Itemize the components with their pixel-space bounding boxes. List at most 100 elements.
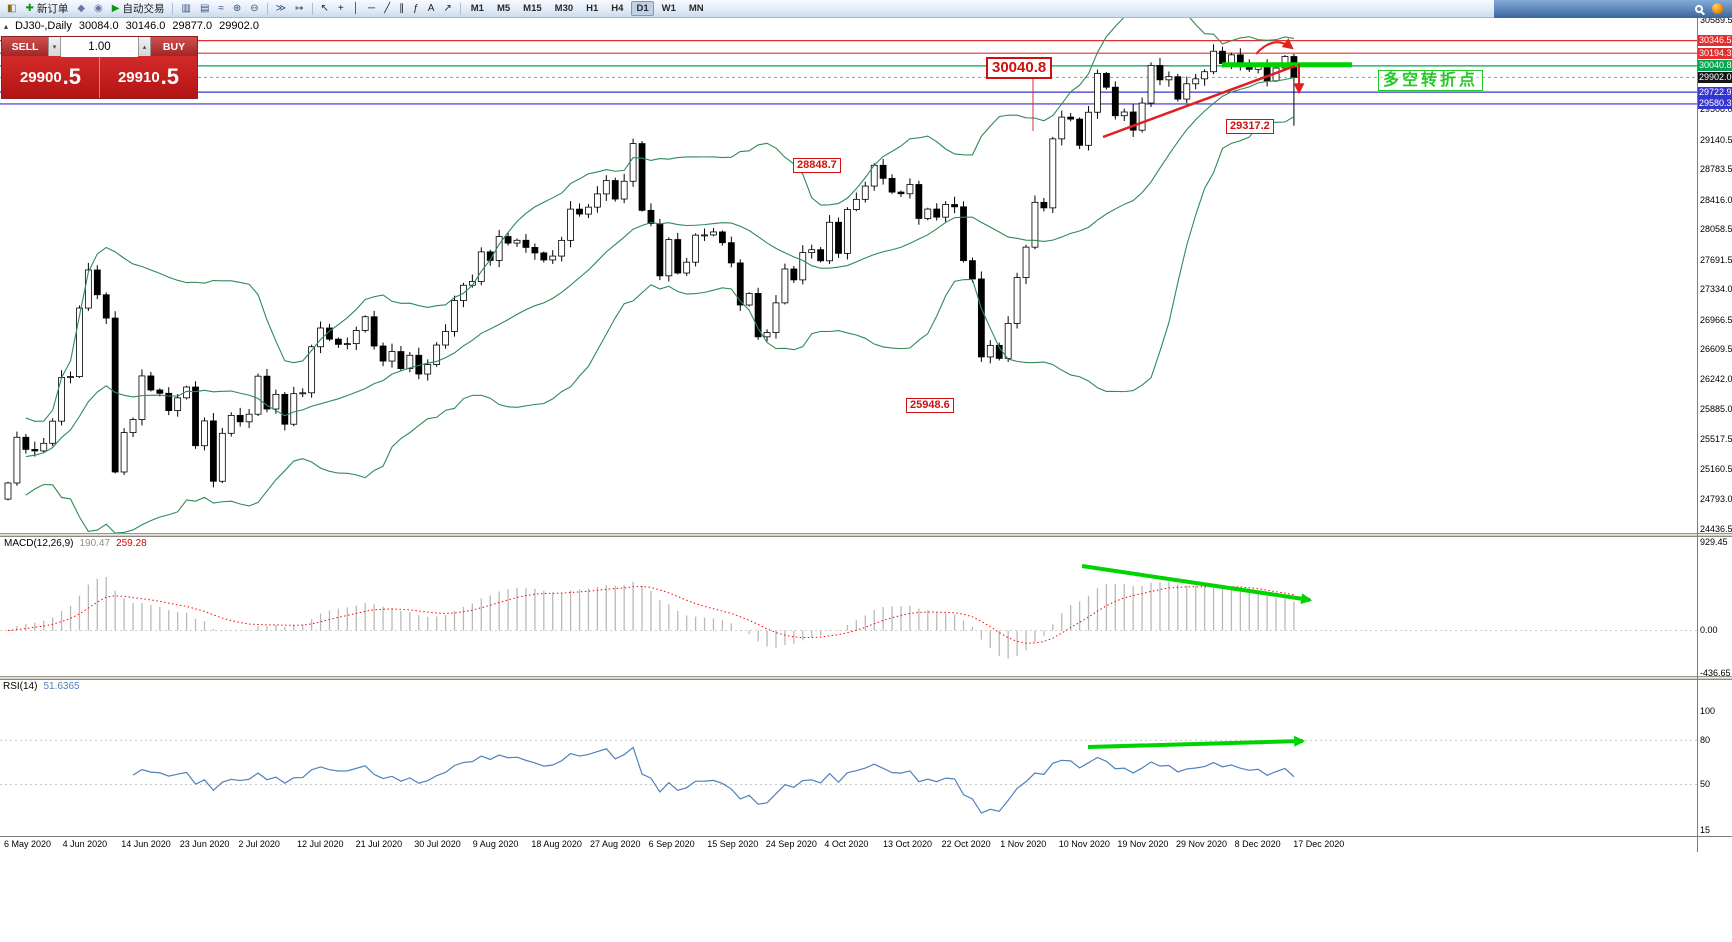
candle <box>442 331 449 346</box>
line-chart-icon[interactable]: ≈ <box>214 1 228 17</box>
candle <box>31 449 39 452</box>
timeframe-m30[interactable]: M30 <box>554 3 574 14</box>
candle <box>1085 111 1092 146</box>
chart-icon[interactable]: ◧ <box>3 1 20 17</box>
timeframe-h4[interactable]: H4 <box>611 3 624 14</box>
candle <box>736 262 744 306</box>
horizontal-line-icon: ─ <box>368 2 376 14</box>
candle <box>433 344 441 365</box>
timeframe-m15[interactable]: M15 <box>523 3 542 14</box>
time-axis-label: 23 Jun 2020 <box>179 839 230 849</box>
candle <box>977 278 985 358</box>
timeframe-m1[interactable]: M1 <box>470 3 484 14</box>
zoom-out-icon[interactable]: ⊖ <box>246 1 262 17</box>
panel-separator[interactable] <box>0 533 1732 537</box>
rsi-trend-arrow[interactable] <box>1087 735 1306 749</box>
candle-chart-icon[interactable]: ▤ <box>196 1 213 17</box>
candle <box>558 239 566 257</box>
price-callout[interactable]: 29317.2 <box>1226 119 1274 134</box>
timeframe-m5[interactable]: M5 <box>496 3 511 14</box>
horizontal-level-lines <box>0 40 1697 105</box>
trendline-icon[interactable]: ╱ <box>380 1 394 17</box>
candle <box>209 420 217 482</box>
time-axis-label: 1 Nov 2020 <box>1000 839 1047 849</box>
timeframe-mn[interactable]: MN <box>688 3 704 14</box>
timeframe-d1[interactable]: D1 <box>631 1 654 16</box>
candle <box>201 420 208 447</box>
autotrading-button[interactable]: ▶ 自动交易 <box>108 1 169 17</box>
candle <box>299 392 307 395</box>
crosshair-icon[interactable]: + <box>334 1 348 17</box>
vertical-line-icon[interactable]: │ <box>349 1 363 17</box>
volume-down-button[interactable]: ▾ <box>48 37 61 56</box>
candle <box>245 413 253 423</box>
candle <box>852 198 860 210</box>
time-axis-label: 12 Jul 2020 <box>297 839 344 849</box>
notifications-icon[interactable] <box>1712 3 1723 14</box>
panel-separator[interactable] <box>0 676 1732 680</box>
metaeditor-icon: ◆ <box>77 2 86 14</box>
candle <box>67 376 74 378</box>
candle <box>308 346 316 394</box>
candle <box>1192 78 1200 85</box>
metaeditor-icon[interactable]: ◆ <box>73 1 89 17</box>
volume-input[interactable] <box>61 37 138 57</box>
macd-scale-label: 929.45 <box>1700 537 1728 547</box>
auto-scroll-icon[interactable]: ≫ <box>272 1 290 17</box>
horizontal-line-icon[interactable]: ─ <box>364 1 379 17</box>
toolbar-separator <box>266 2 268 15</box>
zoom-in-icon[interactable]: ⊕ <box>229 1 245 17</box>
macd-trend-arrow[interactable] <box>1081 564 1313 605</box>
sell-button[interactable]: SELL <box>2 37 48 56</box>
sell-price-main: 29900 <box>19 68 62 86</box>
chart-title: ▴ DJ30-,Daily 30084.0 30146.0 29877.0 29… <box>4 20 259 32</box>
candle <box>1013 277 1021 324</box>
trendline-icon: ╱ <box>384 2 391 14</box>
candle <box>781 268 789 304</box>
candle <box>1147 65 1155 104</box>
search-icon[interactable] <box>1695 4 1703 13</box>
volume-up-button[interactable]: ▴ <box>138 37 151 56</box>
candle <box>522 239 530 248</box>
new-order-button[interactable]: ✚ 新订单 <box>21 1 72 17</box>
candles-layer <box>4 44 1298 501</box>
experts-icon[interactable]: ◉ <box>90 1 107 17</box>
text-icon[interactable]: A <box>424 1 439 17</box>
price-callout[interactable]: 30040.8 <box>986 57 1053 79</box>
candle <box>745 293 753 306</box>
buy-button[interactable]: BUY <box>151 37 197 56</box>
price-axis-label: 28783.5 <box>1700 164 1732 175</box>
candle <box>790 268 798 281</box>
candle <box>647 209 655 224</box>
channel-icon[interactable]: ∥ <box>395 1 408 17</box>
auto-scroll-icon: ≫ <box>275 2 287 14</box>
candle <box>236 414 244 423</box>
chart-shift-icon[interactable]: ↦ <box>291 1 307 17</box>
price-callout[interactable]: 28848.7 <box>793 158 841 173</box>
timeframe-w1[interactable]: W1 <box>661 3 676 14</box>
chart-symbol: DJ30-,Daily <box>15 20 72 32</box>
time-axis-label: 14 Jun 2020 <box>121 839 171 849</box>
time-axis-label: 18 Aug 2020 <box>531 839 582 849</box>
sell-price[interactable]: 29900.5 <box>2 56 100 98</box>
toolbar-button-label: 自动交易 <box>122 3 165 15</box>
buy-price[interactable]: 29910.5 <box>100 56 197 98</box>
candle <box>343 343 351 346</box>
support-trendline[interactable] <box>1102 64 1296 139</box>
cursor-icon[interactable]: ↖ <box>317 1 333 17</box>
price-axis-label: 25885.0 <box>1700 403 1732 414</box>
candle <box>638 143 646 211</box>
timeframe-h1[interactable]: H1 <box>586 3 599 14</box>
one-click-toggle-icon[interactable]: ▴ <box>4 22 9 31</box>
arrows-icon[interactable]: ↗ <box>439 1 455 17</box>
time-axis[interactable] <box>0 836 1732 852</box>
price-callout[interactable]: 25948.6 <box>906 398 954 413</box>
bar-chart-icon[interactable]: ▥ <box>177 1 194 17</box>
text-icon: A <box>427 2 435 14</box>
toolbar-right <box>1494 0 1732 18</box>
trade-panel-prices: 29900.5 29910.5 <box>2 56 197 98</box>
fibonacci-icon[interactable]: ƒ <box>409 1 423 17</box>
candle <box>1156 65 1164 81</box>
candle <box>111 317 119 473</box>
